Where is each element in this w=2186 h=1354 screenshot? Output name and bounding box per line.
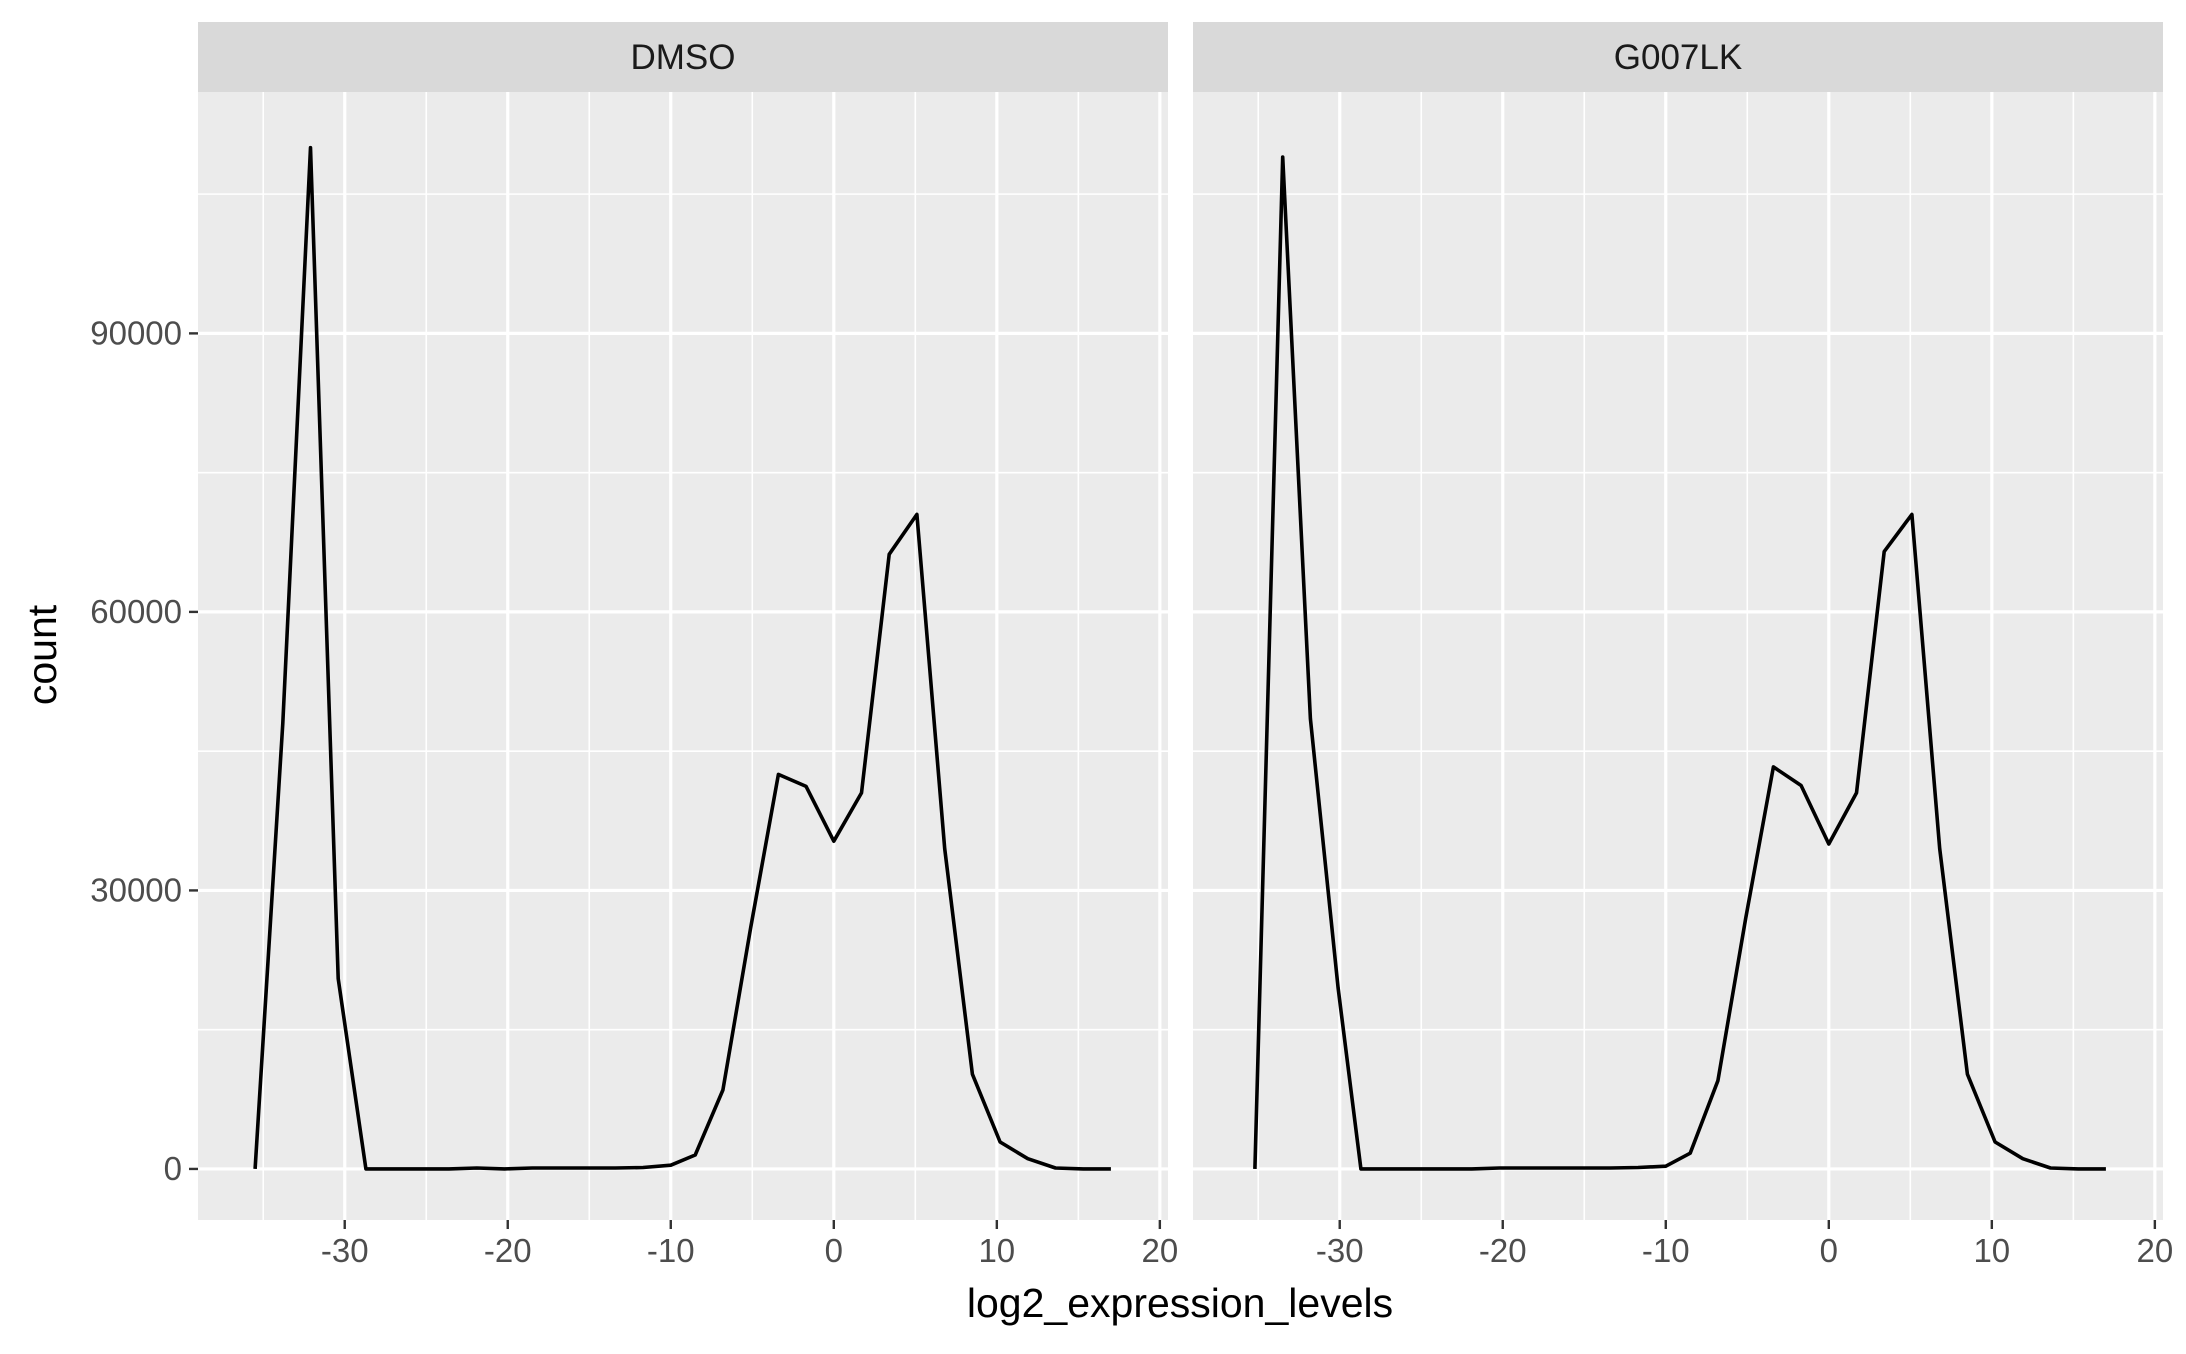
x-tick-label: 10 <box>978 1232 1015 1269</box>
panel-background <box>1193 92 2163 1220</box>
panel-background <box>198 92 1168 1220</box>
series-line-dmso <box>253 145 1111 1171</box>
axes-layer: -30 -20 -10 0 10 20 -30 -20 -10 0 10 20 0 30000 60000 9… <box>90 314 2173 1269</box>
x-tick-label: 0 <box>1820 1232 1838 1269</box>
facet-strip <box>198 22 1168 92</box>
series-line-g007lk <box>1253 155 2106 1171</box>
x-tick-label: -10 <box>647 1232 695 1269</box>
x-tick-label: -10 <box>1642 1232 1690 1269</box>
y-axis-title: count <box>19 604 65 705</box>
x-tick-label: 20 <box>1141 1232 1178 1269</box>
y-tick-label: 90000 <box>90 314 182 351</box>
facet-panel-g007lk: G007LK <box>1193 22 2163 1220</box>
facet-strip <box>1193 22 2163 92</box>
x-tick-label: -30 <box>321 1232 369 1269</box>
y-tick-label: 30000 <box>90 871 182 908</box>
x-tick-label: 20 <box>2136 1232 2173 1269</box>
x-axis-title: log2_expression_levels <box>967 1280 1393 1326</box>
x-tick-label: -30 <box>1316 1232 1364 1269</box>
facet-panel-dmso: DMSO <box>198 22 1168 1220</box>
x-tick-label: -20 <box>1479 1232 1527 1269</box>
y-tick-label: 60000 <box>90 593 182 630</box>
x-tick-label: -20 <box>484 1232 532 1269</box>
facet-strip-label: G007LK <box>1614 38 1742 77</box>
x-tick-label: 0 <box>825 1232 843 1269</box>
x-tick-label: 10 <box>1973 1232 2010 1269</box>
y-tick-label: 0 <box>164 1150 182 1187</box>
panels-layer: DMSO G007LK <box>198 22 2163 1220</box>
facet-strip-label: DMSO <box>631 38 736 77</box>
